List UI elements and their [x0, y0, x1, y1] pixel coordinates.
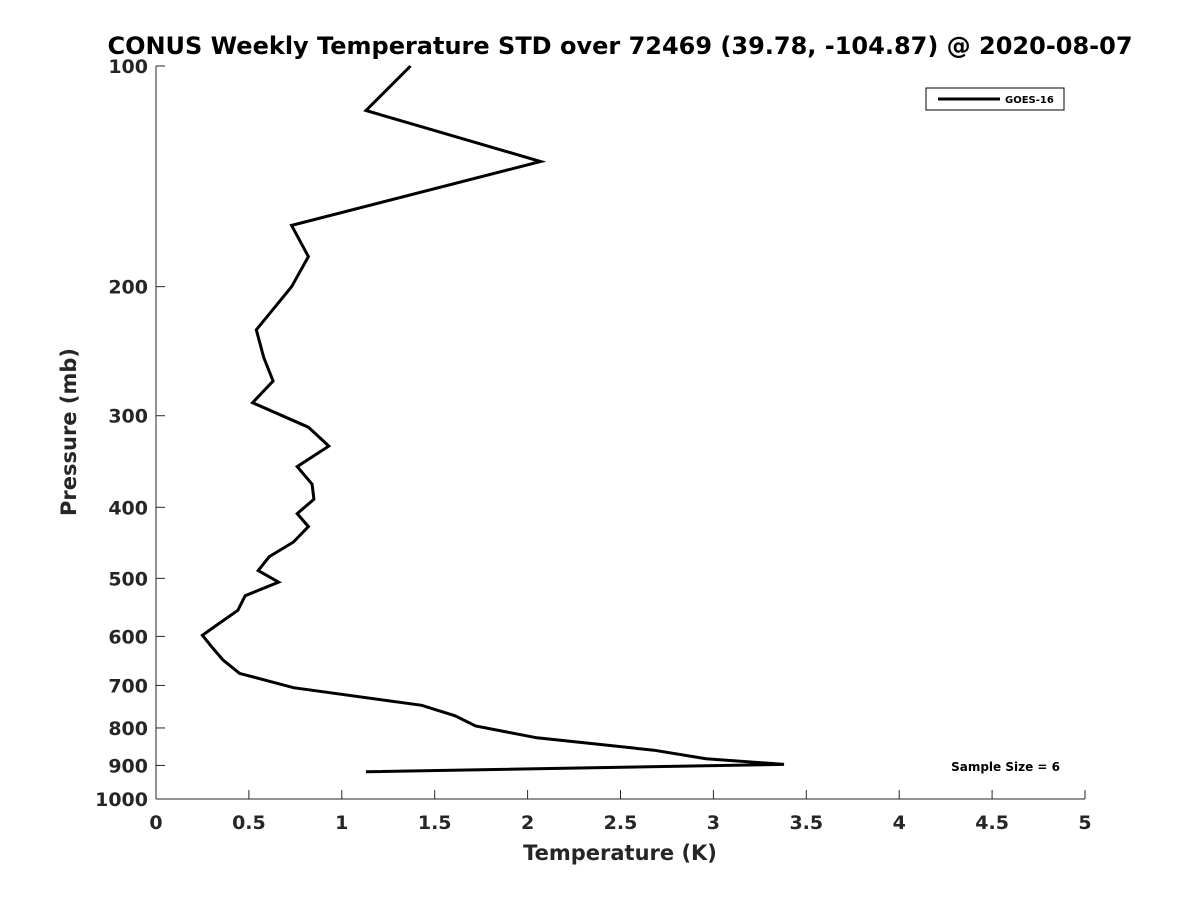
y-tick-label: 600	[108, 626, 148, 648]
x-tick-label: 0	[149, 812, 162, 834]
y-tick-label: 100	[108, 56, 148, 78]
x-tick-label: 4	[893, 812, 906, 834]
y-axis-label: Pressure (mb)	[57, 348, 81, 516]
y-tick-label: 1000	[95, 789, 148, 811]
x-axis-ticks: 0 0.5 1 1.5 2 2.5 3 3.5 4 4.5 5	[149, 790, 1092, 834]
y-tick-label: 200	[108, 277, 148, 299]
series-line-goes-16	[200, 64, 785, 774]
y-tick-label: 500	[108, 568, 148, 590]
x-tick-label: 1	[335, 812, 348, 834]
x-tick-label: 4.5	[975, 812, 1009, 834]
x-axis-label: Temperature (K)	[523, 841, 717, 865]
legend-label-goes-16: GOES-16	[1005, 95, 1054, 106]
x-tick-label: 2	[521, 812, 534, 834]
y-tick-label: 900	[108, 755, 148, 777]
y-tick-label: 700	[108, 675, 148, 697]
y-tick-label: 400	[108, 497, 148, 519]
y-axis-ticks: 100 200 300 400 500 600 700 800 900 1000	[95, 56, 165, 811]
x-tick-label: 1.5	[418, 812, 452, 834]
sample-size-annotation: Sample Size = 6	[951, 760, 1060, 774]
legend: GOES-16	[925, 87, 1065, 111]
series-layer	[200, 64, 785, 774]
x-tick-label: 0.5	[232, 812, 266, 834]
chart-title: CONUS Weekly Temperature STD over 72469 …	[107, 32, 1132, 60]
x-tick-label: 2.5	[604, 812, 638, 834]
y-tick-label: 300	[108, 406, 148, 428]
y-tick-label: 800	[108, 718, 148, 740]
x-tick-label: 5	[1078, 812, 1091, 834]
x-tick-label: 3.5	[789, 812, 823, 834]
x-tick-label: 3	[707, 812, 720, 834]
